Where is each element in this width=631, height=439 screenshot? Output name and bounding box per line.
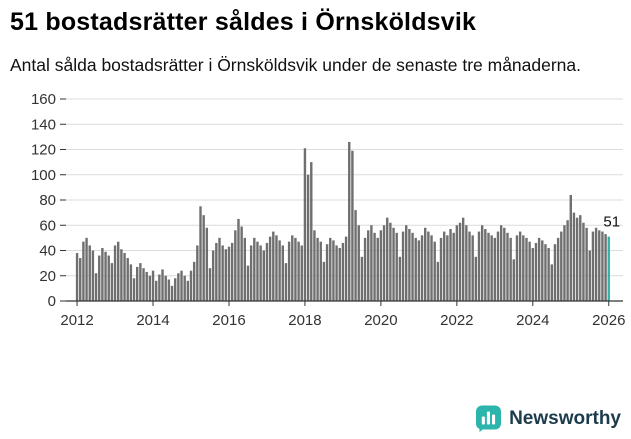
page-title: 51 bostadsrätter såldes i Örnsköldsvik [10, 8, 477, 36]
svg-text:2018: 2018 [288, 312, 321, 329]
svg-text:20: 20 [39, 268, 56, 285]
newsworthy-wordmark: Newsworthy [509, 407, 621, 429]
logo-bar-2 [486, 411, 491, 425]
svg-text:2020: 2020 [364, 312, 397, 329]
svg-text:2014: 2014 [136, 312, 169, 329]
svg-text:2012: 2012 [60, 312, 93, 329]
bar-chart-svg: 0 20 40 60 80 100 120 140 160 2012 2014 2016 2018 202… [31, 91, 625, 329]
svg-text:51: 51 [603, 214, 620, 231]
svg-text:160: 160 [31, 91, 56, 108]
svg-text:2016: 2016 [212, 312, 245, 329]
svg-text:80: 80 [39, 192, 56, 209]
sales-bar-chart: 0 20 40 60 80 100 120 140 160 2012 2014 2016 2018 202… [10, 85, 625, 342]
svg-text:100: 100 [31, 167, 56, 184]
svg-text:0: 0 [48, 293, 56, 310]
logo-bubble-tail [479, 426, 488, 432]
newsworthy-logo[interactable]: Newsworthy [475, 405, 621, 432]
logo-bar-3 [492, 414, 496, 425]
newsworthy-logo-icon [476, 405, 502, 432]
svg-text:2022: 2022 [440, 312, 473, 329]
svg-text:120: 120 [31, 142, 56, 159]
svg-text:2026: 2026 [592, 312, 625, 329]
logo-bar-1 [481, 416, 485, 425]
svg-text:40: 40 [39, 243, 56, 260]
chart-subtitle: Antal sålda bostadsrätter i Örnsköldsvik… [10, 55, 582, 75]
svg-text:60: 60 [39, 217, 56, 234]
svg-text:140: 140 [31, 116, 56, 133]
svg-text:2024: 2024 [516, 312, 549, 329]
